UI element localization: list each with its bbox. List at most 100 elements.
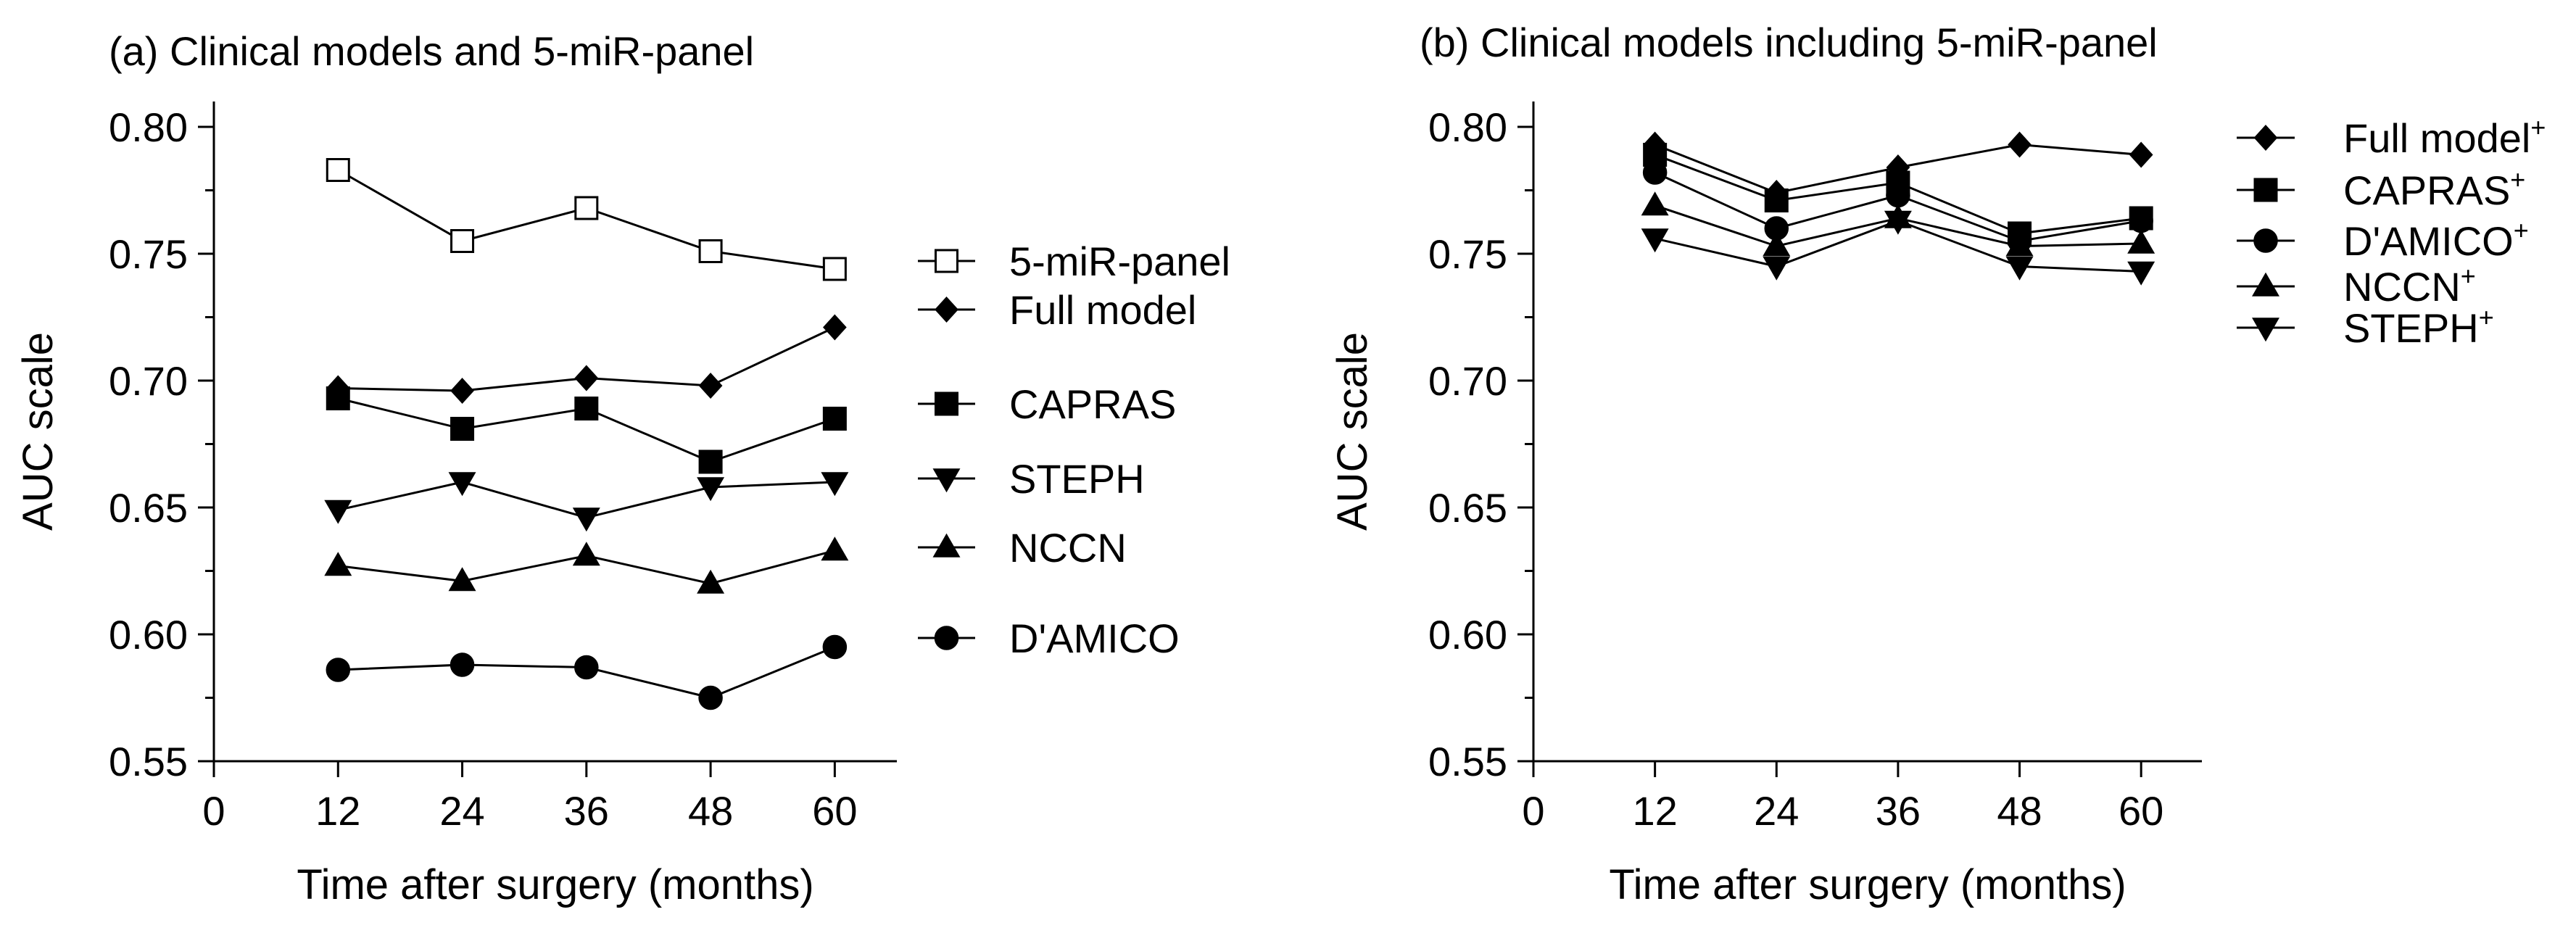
x-tick-label: 48 [688, 788, 733, 834]
series-nccn [324, 536, 849, 594]
legend-label-text: CAPRAS [2343, 167, 2510, 213]
data-point-steph [572, 507, 600, 532]
legend-marker-d-amico [2253, 228, 2278, 253]
legend-label-superscript: + [2530, 112, 2546, 142]
data-point-nccn [2127, 229, 2155, 254]
data-point-5-mir-panel [822, 257, 847, 281]
y-tick-label: 0.70 [109, 358, 188, 404]
y-tick-label: 0.65 [1428, 485, 1507, 531]
data-point-d-amico [574, 655, 599, 680]
data-point-d-amico [450, 652, 475, 677]
y-tick-label: 0.80 [109, 104, 188, 150]
x-tick-label: 36 [564, 788, 609, 834]
legend-marker-d-amico [934, 626, 959, 650]
data-point-d-amico [2129, 208, 2153, 233]
legend-item-capras: CAPRAS+ [2237, 165, 2525, 213]
legend-label: D'AMICO+ [2343, 215, 2529, 264]
legend-item-full-model: Full model [918, 287, 1196, 333]
x-tick-label: 12 [315, 788, 360, 834]
data-point-nccn [448, 567, 476, 592]
series-capras [326, 386, 847, 474]
legend-item-nccn: NCCN [918, 525, 1127, 571]
legend-marker-capras [2253, 178, 2278, 202]
data-point-nccn [697, 569, 725, 594]
data-point-steph [448, 472, 476, 497]
x-axis-label: Time after surgery (months) [1609, 861, 2126, 908]
legend-item-d-amico: D'AMICO [918, 615, 1180, 661]
data-point-full-model [2129, 141, 2153, 168]
data-point-steph [1763, 256, 1791, 281]
data-point-steph [2005, 256, 2034, 281]
legend-item-steph: STEPH+ [2237, 302, 2494, 351]
y-tick-label: 0.75 [109, 231, 188, 277]
data-point-full-model [2008, 131, 2032, 158]
x-tick-label: 24 [439, 788, 484, 834]
legend-label-text: STEPH [2343, 305, 2479, 351]
chart-title: (b) Clinical models including 5-miR-pane… [1420, 20, 2158, 65]
data-point-d-amico [1642, 160, 1668, 185]
x-tick-label: 60 [812, 788, 857, 834]
x-tick-label: 60 [2119, 788, 2163, 834]
data-point-steph [2127, 261, 2155, 286]
legend-label: Full model+ [2343, 112, 2546, 161]
legend: Full model+CAPRAS+D'AMICO+NCCN+STEPH+ [2237, 112, 2546, 351]
legend-label-text: STEPH [1009, 456, 1145, 502]
legend-marker-steph [932, 468, 961, 493]
legend-marker-5-mir-panel [935, 249, 958, 273]
legend-item-nccn: NCCN+ [2237, 261, 2476, 310]
data-point-d-amico [1886, 183, 1910, 208]
legend-label-text: D'AMICO [1009, 615, 1180, 661]
x-tick-label: 36 [1876, 788, 1921, 834]
data-point-capras [450, 417, 475, 441]
series-steph [324, 472, 849, 532]
data-point-steph [821, 472, 849, 497]
y-axis-label: AUC scale [15, 332, 62, 531]
x-tick-label: 0 [202, 788, 225, 834]
legend-label: STEPH+ [2343, 302, 2494, 351]
legend-marker-nccn [932, 533, 961, 557]
legend-label-superscript: + [2514, 215, 2529, 245]
legend-label-superscript: + [2461, 261, 2476, 291]
y-axis-label: AUC scale [1329, 332, 1376, 531]
y-tick-label: 0.55 [109, 739, 188, 784]
legend-label-text: Full model [2343, 115, 2530, 161]
data-point-d-amico [326, 658, 351, 682]
data-point-nccn [324, 552, 352, 576]
data-point-steph [697, 477, 725, 502]
legend-label-superscript: + [2479, 302, 2494, 332]
data-point-capras [326, 386, 350, 410]
legend-item-full-model: Full model+ [2237, 112, 2546, 161]
legend-label: Full model [1009, 287, 1196, 333]
legend-label-text: Full model [1009, 287, 1196, 333]
data-point-full-model [823, 314, 847, 341]
data-point-5-mir-panel [326, 158, 350, 182]
legend-label-text: 5-miR-panel [1009, 239, 1230, 284]
x-tick-label: 0 [1522, 788, 1544, 834]
data-point-full-model [574, 365, 599, 391]
series-5-mir-panel [326, 158, 847, 281]
y-tick-label: 0.80 [1428, 104, 1507, 150]
legend-label-text: D'AMICO [2343, 218, 2514, 264]
legend-marker-full-model [2253, 125, 2278, 151]
data-point-steph [1884, 210, 1912, 235]
data-point-capras [1764, 188, 1789, 212]
y-tick-label: 0.65 [109, 485, 188, 531]
data-point-5-mir-panel [698, 239, 723, 263]
legend-label: D'AMICO [1009, 615, 1180, 661]
data-point-full-model [450, 378, 474, 404]
legend-marker-steph [2252, 318, 2279, 342]
x-tick-label: 24 [1754, 788, 1799, 834]
data-point-5-mir-panel [574, 196, 599, 220]
legend-label-text: CAPRAS [1009, 381, 1176, 427]
legend-label: CAPRAS [1009, 381, 1176, 427]
x-tick-label: 48 [1997, 788, 2042, 834]
x-tick-label: 12 [1632, 788, 1677, 834]
y-tick-label: 0.70 [1428, 358, 1507, 404]
legend-marker-full-model [935, 297, 958, 323]
data-point-capras [822, 407, 847, 431]
chart-title: (a) Clinical models and 5-miR-panel [109, 28, 754, 74]
x-axis-label: Time after surgery (months) [297, 861, 813, 908]
